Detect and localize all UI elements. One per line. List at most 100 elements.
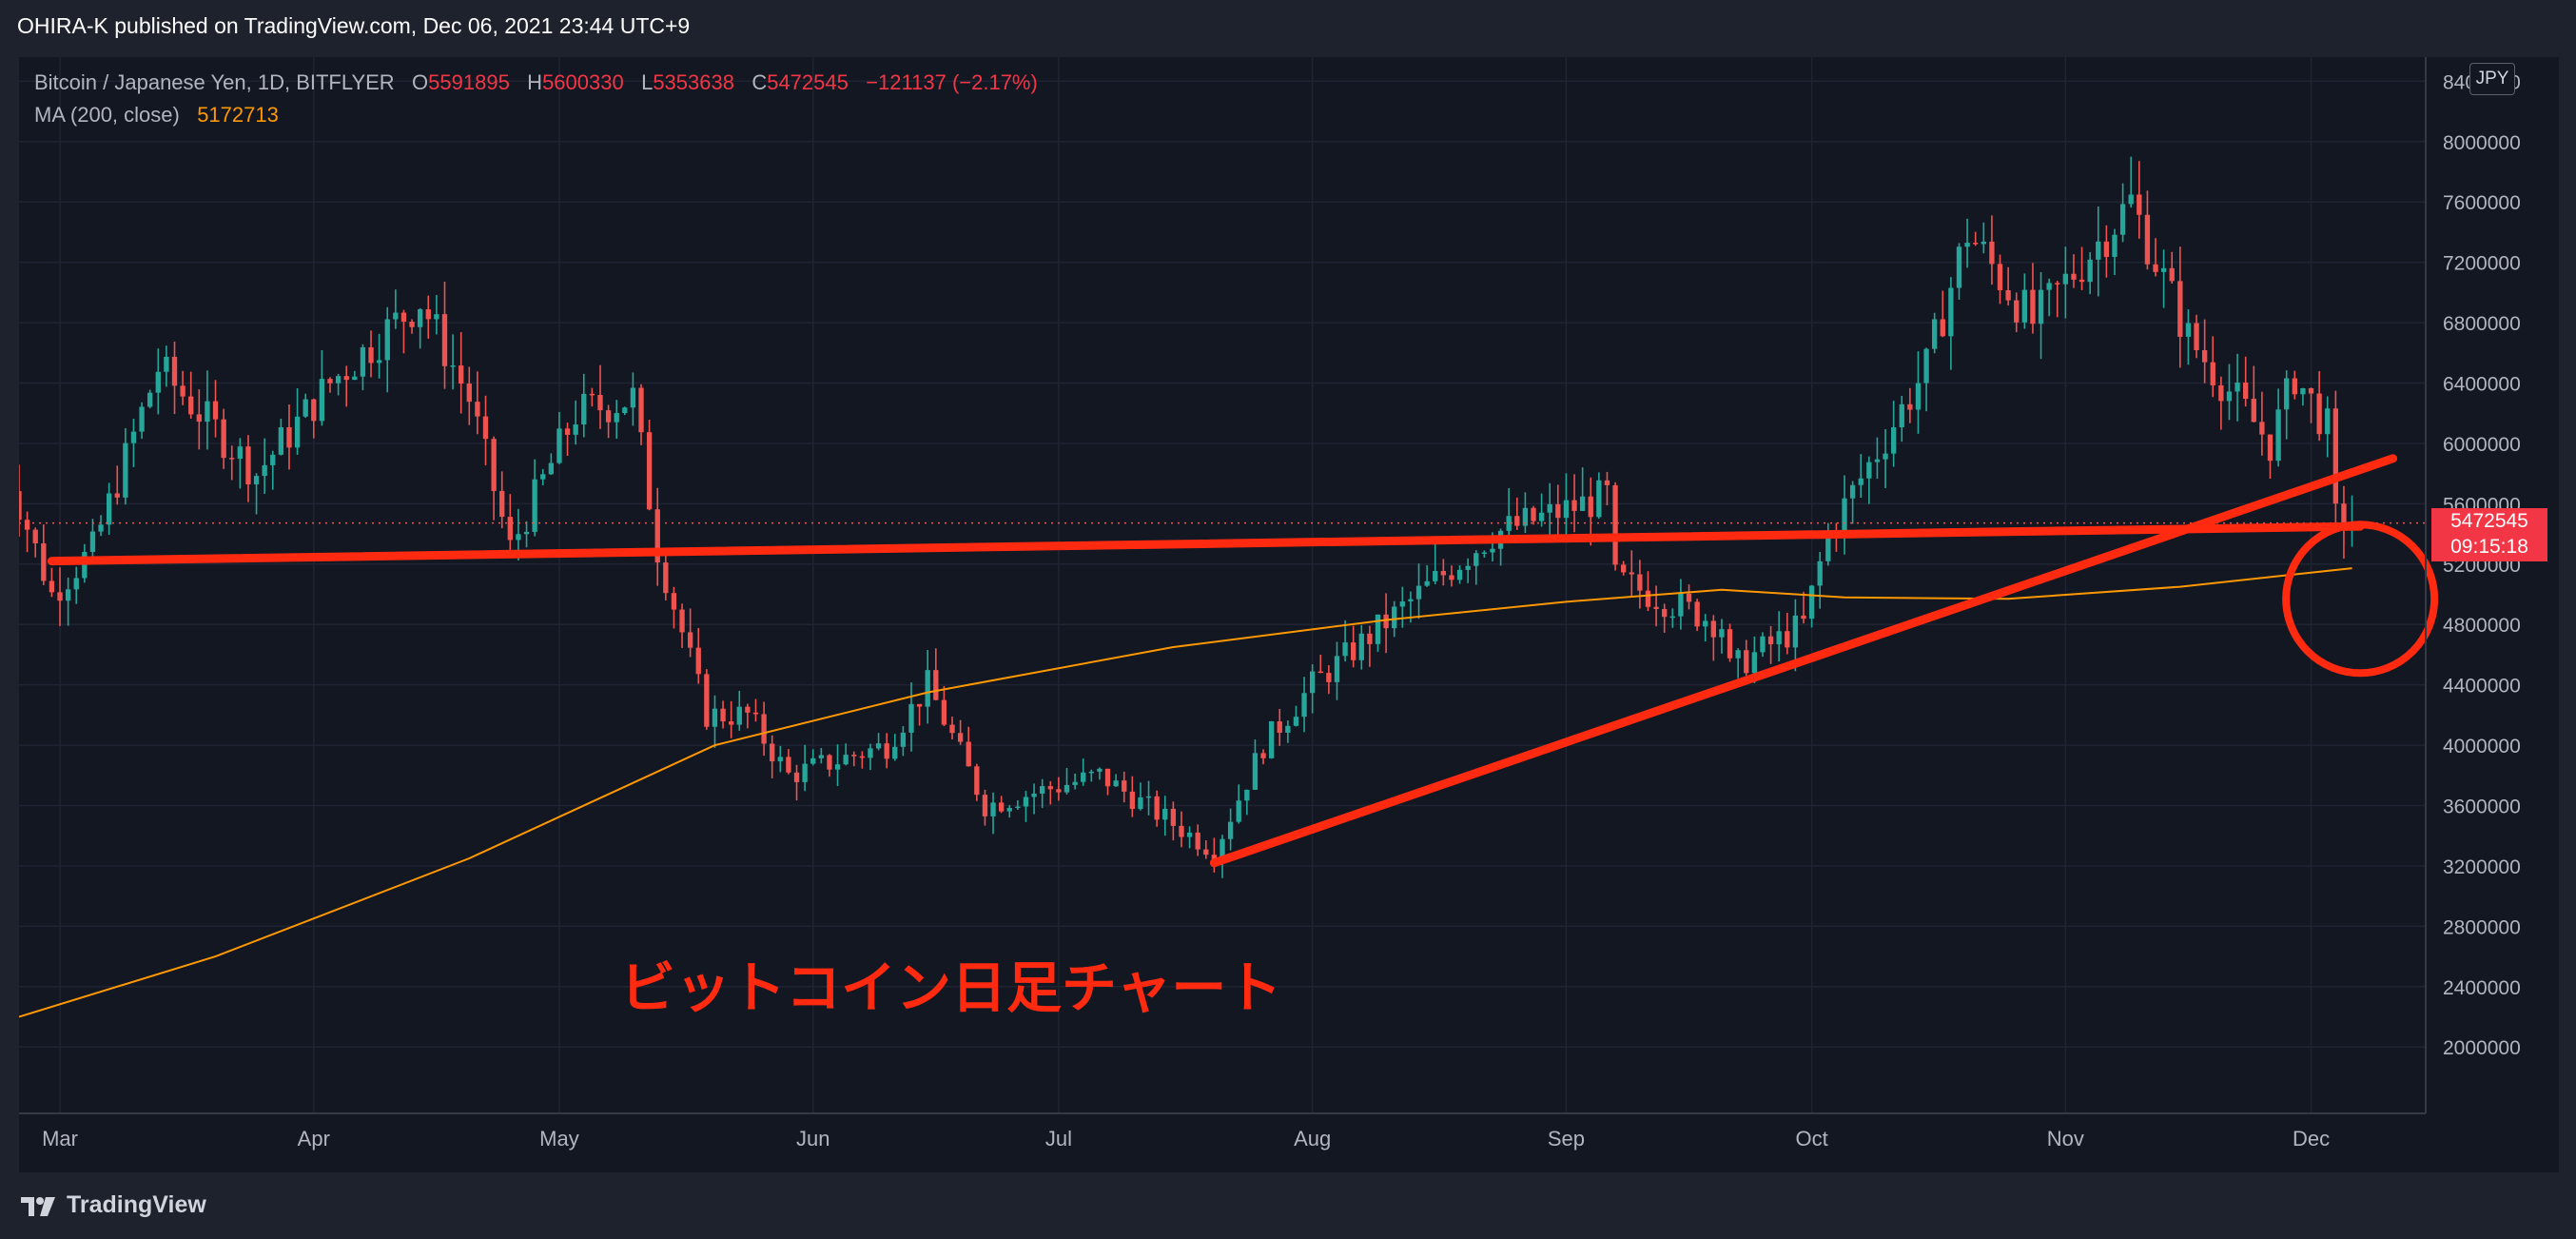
candle-body bbox=[777, 757, 783, 762]
candle-body bbox=[384, 319, 390, 361]
candle-body bbox=[1236, 800, 1241, 822]
candle-body bbox=[1531, 507, 1536, 521]
candle-body bbox=[409, 322, 415, 327]
price-tick-label: 3600000 bbox=[2443, 796, 2521, 818]
candle-body bbox=[1072, 781, 1078, 785]
candle-body bbox=[1440, 570, 1447, 576]
candle-body bbox=[1579, 496, 1586, 511]
candle-body bbox=[2160, 267, 2167, 272]
candle-body bbox=[564, 428, 571, 435]
candle-body bbox=[1645, 590, 1651, 607]
candle-body bbox=[974, 766, 980, 796]
candle-body bbox=[1940, 319, 1945, 337]
price-tick-label: 6000000 bbox=[2443, 434, 2521, 456]
candle-body bbox=[1563, 500, 1570, 519]
candle-body bbox=[1686, 593, 1692, 602]
candle-body bbox=[704, 674, 710, 727]
candle-body bbox=[622, 407, 628, 414]
candle-body bbox=[875, 743, 882, 749]
candle-body bbox=[1317, 671, 1323, 674]
candle-body bbox=[1351, 642, 1356, 660]
candle-body bbox=[1367, 633, 1373, 644]
candle-body bbox=[2096, 241, 2101, 260]
candle-body bbox=[679, 609, 685, 633]
candle-body bbox=[147, 392, 153, 407]
currency-button[interactable]: JPY bbox=[2469, 63, 2515, 95]
candle-body bbox=[859, 756, 866, 758]
candle-body bbox=[1456, 569, 1463, 580]
tradingview-brand[interactable]: TradingView bbox=[19, 1191, 206, 1219]
candle-body bbox=[368, 346, 374, 364]
candle-body bbox=[188, 396, 194, 415]
candle-body bbox=[2185, 323, 2192, 337]
candle-body bbox=[1154, 796, 1160, 820]
candle-body bbox=[1179, 825, 1184, 837]
candlestick-chart[interactable]: ビットコイン日足チャート 2000000 2400000 2800000 320000… bbox=[19, 57, 2559, 1172]
candle-body bbox=[262, 464, 267, 477]
candle-body bbox=[729, 721, 734, 725]
candle-body bbox=[1383, 614, 1389, 629]
candle-body bbox=[130, 431, 137, 443]
candle-body bbox=[1301, 693, 1307, 718]
candle-body bbox=[1358, 633, 1364, 660]
candle-body bbox=[941, 699, 947, 725]
rising-trend-line bbox=[1209, 454, 2398, 868]
candle-body bbox=[892, 746, 898, 759]
candle-body bbox=[2005, 289, 2011, 301]
candle-body bbox=[1260, 753, 1266, 758]
top-bar: OHIRA-K published on TradingView.com, De… bbox=[0, 0, 2576, 57]
candle-body bbox=[1392, 606, 1397, 629]
candle-body bbox=[1612, 484, 1618, 565]
candle-body bbox=[2103, 241, 2110, 257]
candle-body bbox=[827, 755, 832, 770]
candle-body bbox=[139, 406, 145, 432]
candle-body bbox=[614, 413, 619, 423]
candle-body bbox=[868, 748, 873, 758]
candle-body bbox=[400, 312, 407, 323]
candle-body bbox=[123, 442, 128, 498]
candle-body bbox=[1268, 721, 1275, 758]
candle-body bbox=[1981, 241, 1986, 245]
price-tick-label: 7600000 bbox=[2443, 192, 2521, 214]
candle-body bbox=[1473, 553, 1479, 566]
chart-area[interactable]: ビットコイン日足チャート 2000000 2400000 2800000 320000… bbox=[19, 57, 2559, 1172]
candle-body bbox=[2062, 273, 2069, 285]
candle-body bbox=[2055, 283, 2060, 285]
candle-body bbox=[2332, 408, 2339, 504]
candle-body bbox=[491, 439, 497, 491]
candle-body bbox=[1040, 786, 1045, 794]
candle-body bbox=[1424, 580, 1430, 586]
candle-body bbox=[1719, 629, 1725, 638]
open-label: O bbox=[412, 70, 429, 94]
candle-body bbox=[245, 446, 251, 485]
candle-body bbox=[1334, 656, 1340, 682]
candle-body bbox=[475, 402, 480, 417]
candle-body bbox=[1490, 548, 1495, 553]
close-value: 5472545 bbox=[767, 70, 849, 94]
candle-body bbox=[24, 520, 30, 530]
candle-body bbox=[1694, 601, 1700, 627]
candle-body bbox=[343, 376, 349, 381]
candle-body bbox=[352, 376, 358, 381]
candle-body bbox=[2038, 289, 2044, 324]
candle-body bbox=[1817, 560, 1823, 586]
candle-body bbox=[695, 647, 701, 675]
candle-body bbox=[1309, 671, 1316, 694]
price-tick-label: 4400000 bbox=[2443, 676, 2521, 698]
candle-body bbox=[736, 706, 742, 725]
candle-body bbox=[1948, 287, 1954, 337]
candle-body bbox=[1662, 608, 1668, 618]
candle-body bbox=[196, 414, 202, 423]
time-tick-label: Dec bbox=[2293, 1127, 2330, 1150]
candle-body bbox=[1375, 614, 1381, 644]
ma-label: MA (200, close) bbox=[34, 103, 180, 127]
time-tick-label: Oct bbox=[1795, 1127, 1827, 1150]
time-tick-label: Jul bbox=[1045, 1127, 1072, 1150]
candle-body bbox=[523, 531, 530, 535]
candle-body bbox=[1997, 264, 2003, 290]
candle-body bbox=[1620, 564, 1627, 573]
candle-body bbox=[884, 743, 889, 759]
candle-body bbox=[916, 703, 923, 707]
candle-body bbox=[57, 592, 63, 601]
price-tick-label: 3200000 bbox=[2443, 856, 2521, 878]
